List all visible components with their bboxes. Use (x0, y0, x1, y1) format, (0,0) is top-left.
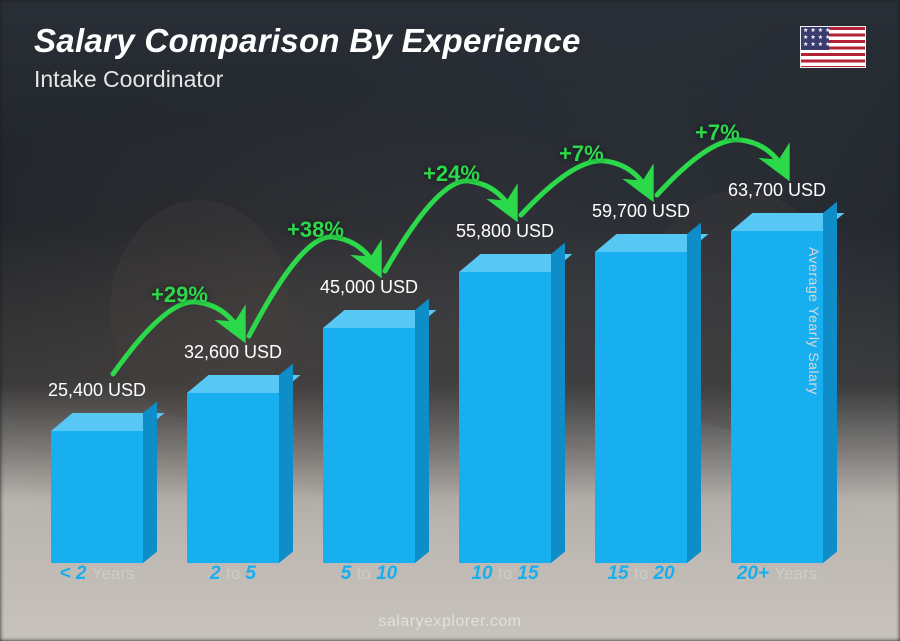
bar (51, 431, 143, 563)
title-block: Salary Comparison By Experience Intake C… (34, 22, 581, 93)
bar-value-label: 25,400 USD (48, 380, 146, 401)
bar-column: 55,800 USD (442, 121, 568, 563)
bar-column: 32,600 USD (170, 121, 296, 563)
chart-subtitle: Intake Coordinator (34, 66, 581, 93)
bar-column: 25,400 USD (34, 121, 160, 563)
infographic-container: Salary Comparison By Experience Intake C… (0, 0, 900, 641)
bar-column: 59,700 USD (578, 121, 704, 563)
bar (187, 393, 279, 563)
bar-value-label: 55,800 USD (456, 221, 554, 242)
chart-title: Salary Comparison By Experience (34, 22, 581, 60)
header: Salary Comparison By Experience Intake C… (34, 22, 866, 93)
x-axis-label: 5 to 10 (306, 563, 432, 591)
bar-value-label: 32,600 USD (184, 342, 282, 363)
bars-group: 25,400 USD 32,600 USD 45,000 USD 55,800 … (34, 121, 840, 563)
us-flag-icon (800, 26, 866, 68)
bar (459, 272, 551, 563)
x-axis-label: 20+ Years (714, 563, 840, 591)
x-axis-label: 10 to 15 (442, 563, 568, 591)
bar-value-label: 59,700 USD (592, 201, 690, 222)
y-axis-label: Average Yearly Salary (806, 247, 822, 395)
bar-value-label: 45,000 USD (320, 277, 418, 298)
bar-chart: 25,400 USD 32,600 USD 45,000 USD 55,800 … (34, 121, 840, 591)
pct-change-label: +7% (695, 120, 740, 146)
bar (595, 252, 687, 563)
pct-change-label: +24% (423, 161, 480, 187)
bar-column: 45,000 USD (306, 121, 432, 563)
x-axis-label: < 2 Years (34, 563, 160, 591)
bar (323, 328, 415, 563)
x-axis-label: 15 to 20 (578, 563, 704, 591)
x-axis-label: 2 to 5 (170, 563, 296, 591)
footer-attribution: salaryexplorer.com (0, 613, 900, 631)
pct-change-label: +29% (151, 282, 208, 308)
x-axis: < 2 Years 2 to 5 5 to 10 10 to 15 15 to 20 20… (34, 563, 840, 591)
pct-change-label: +38% (287, 217, 344, 243)
pct-change-label: +7% (559, 141, 604, 167)
bar-value-label: 63,700 USD (728, 180, 826, 201)
